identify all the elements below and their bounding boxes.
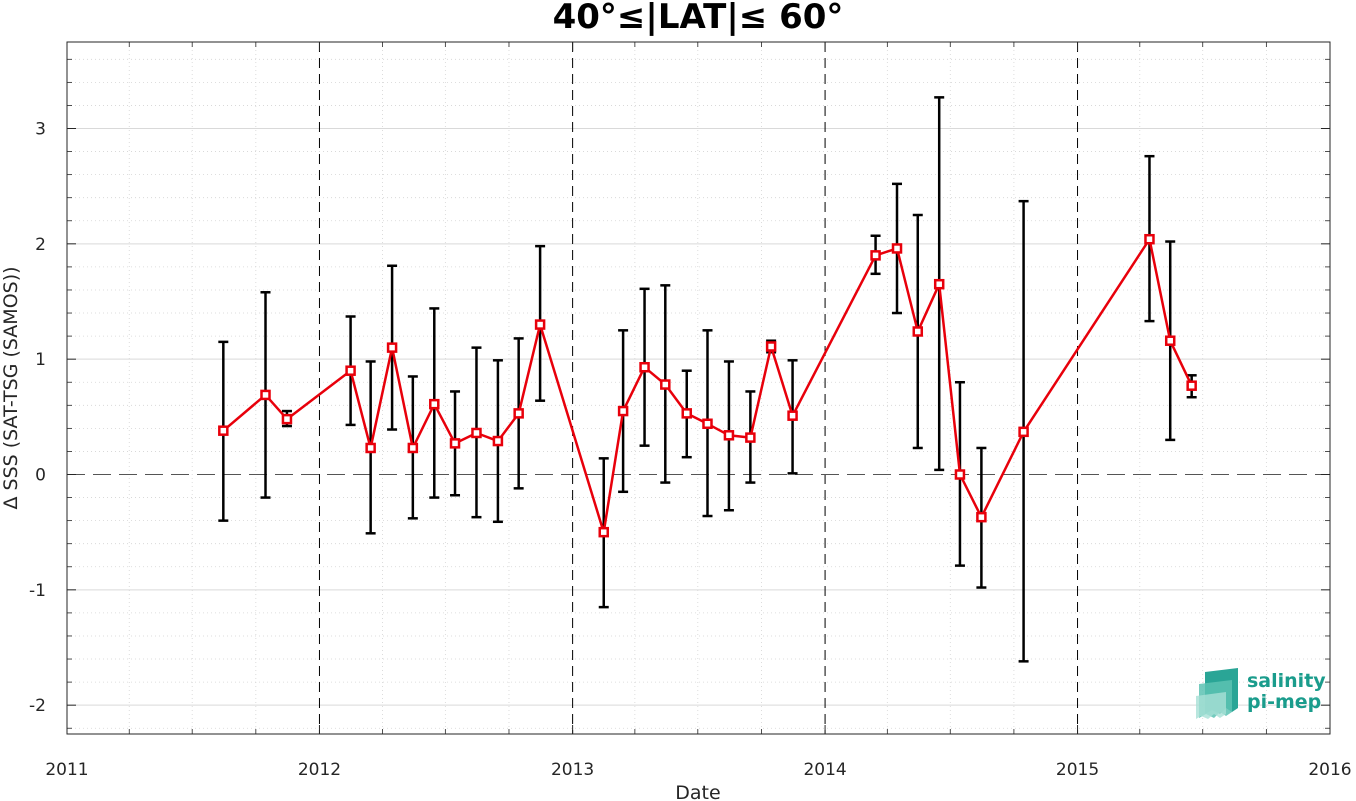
data-point bbox=[471, 427, 482, 439]
data-point bbox=[933, 278, 945, 290]
axis-ticks bbox=[66, 42, 1331, 734]
x-tick-label: 2014 bbox=[803, 760, 846, 780]
year-separator-lines bbox=[318, 42, 1079, 734]
y-axis-label: Δ SSS (SAT-TSG (SAMOS)) bbox=[0, 266, 22, 509]
data-point bbox=[449, 438, 461, 449]
data-point bbox=[745, 432, 756, 443]
y-tick-label: 2 bbox=[35, 235, 46, 255]
data-point bbox=[660, 379, 671, 390]
x-tick-labels: 2011 2012 2013 2014 2015 2016 bbox=[45, 760, 1351, 780]
plot-background bbox=[67, 42, 1330, 734]
data-point bbox=[386, 342, 398, 353]
data-point bbox=[702, 418, 713, 430]
plot-frame bbox=[66, 41, 1331, 735]
x-tick-label: 2013 bbox=[551, 760, 594, 780]
data-point bbox=[1164, 335, 1176, 346]
data-point bbox=[976, 511, 987, 523]
x-tick-label: 2015 bbox=[1056, 760, 1099, 780]
data-point bbox=[870, 250, 881, 261]
plot-area bbox=[66, 41, 1331, 735]
major-grid bbox=[67, 128, 1330, 706]
x-tick-label: 2012 bbox=[298, 760, 341, 780]
series-markers bbox=[218, 233, 1197, 538]
salinity-pi-mep-logo: salinity pi-mep bbox=[1196, 668, 1326, 719]
data-point bbox=[281, 413, 293, 425]
y-tick-label: -2 bbox=[29, 696, 46, 716]
y-tick-labels: -2 -1 0 1 2 3 bbox=[29, 120, 46, 717]
data-point bbox=[1186, 380, 1197, 391]
y-tick-label: -1 bbox=[29, 581, 46, 601]
data-point bbox=[492, 435, 504, 447]
data-point bbox=[218, 425, 229, 436]
data-point bbox=[345, 365, 356, 376]
data-point bbox=[681, 408, 692, 419]
data-point bbox=[513, 408, 524, 419]
data-point bbox=[534, 319, 546, 330]
y-tick-label: 0 bbox=[35, 466, 46, 486]
x-tick-label: 2016 bbox=[1308, 760, 1351, 780]
data-point bbox=[598, 526, 609, 538]
logo-text-pi-mep: pi-mep bbox=[1247, 691, 1321, 713]
x-axis-label: Date bbox=[675, 782, 720, 801]
data-point bbox=[407, 442, 419, 454]
data-point bbox=[912, 326, 924, 337]
data-point bbox=[429, 398, 440, 410]
data-point bbox=[765, 341, 777, 352]
data-point bbox=[891, 243, 903, 254]
data-point bbox=[787, 410, 798, 421]
wave-logo-icon bbox=[1196, 668, 1238, 719]
data-point bbox=[365, 442, 376, 454]
data-point bbox=[260, 389, 271, 401]
data-point bbox=[1144, 233, 1155, 245]
data-point bbox=[723, 430, 735, 441]
data-point bbox=[617, 405, 629, 417]
y-tick-label: 3 bbox=[35, 120, 46, 140]
y-tick-label: 1 bbox=[35, 350, 46, 370]
data-point bbox=[954, 469, 966, 480]
data-point bbox=[639, 361, 650, 373]
logo-text-salinity: salinity bbox=[1247, 670, 1326, 692]
chart-title: 40°≤|LAT|≤ 60° bbox=[553, 0, 844, 37]
data-point bbox=[1018, 426, 1029, 438]
minor-grid bbox=[67, 42, 1330, 734]
x-tick-label: 2011 bbox=[45, 760, 88, 780]
